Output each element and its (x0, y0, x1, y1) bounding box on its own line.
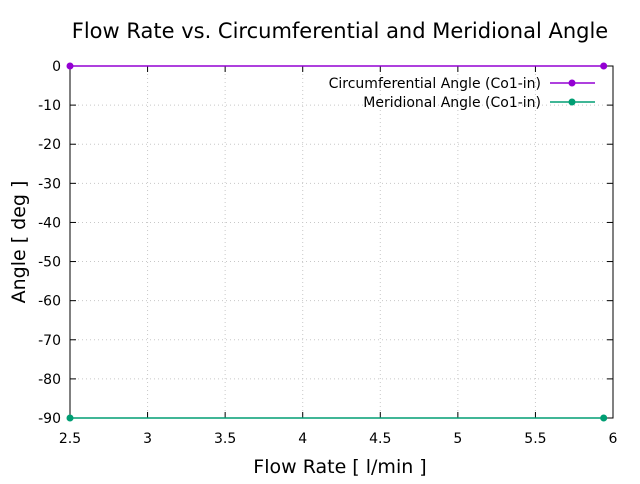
x-tick-label: 3.5 (214, 431, 236, 447)
x-tick-label: 2.5 (59, 431, 81, 447)
y-tick-label: -60 (38, 294, 61, 310)
x-axis-label: Flow Rate [ l/min ] (253, 456, 426, 478)
series (66, 62, 608, 422)
legend: Circumferential Angle (Co1-in) Meridional… (329, 76, 595, 111)
legend-marker (568, 98, 576, 106)
grid (70, 66, 613, 418)
y-tick-label: -30 (38, 176, 61, 192)
y-tick-label: -70 (38, 333, 61, 349)
ticks: 2.5 3 3.5 4 4.5 5 5.5 6 0 -10 -20 -30 -40 -50 -60 -70 -8… (38, 59, 617, 447)
y-tick-label: -80 (38, 372, 61, 388)
x-tick-label: 4 (298, 431, 307, 447)
y-tick-label: -40 (38, 215, 61, 231)
x-tick-label: 6 (609, 431, 618, 447)
y-axis-label: Angle [ deg ] (8, 181, 30, 304)
data-point (600, 62, 608, 70)
data-point (600, 414, 608, 422)
legend-label: Meridional Angle (Co1-in) (363, 95, 541, 111)
x-tick-label: 4.5 (369, 431, 391, 447)
y-tick-label: -10 (38, 98, 61, 114)
legend-label: Circumferential Angle (Co1-in) (329, 76, 541, 92)
y-tick-label: 0 (52, 59, 61, 75)
y-tick-label: -90 (38, 411, 61, 427)
x-tick-label: 3 (143, 431, 152, 447)
x-tick-label: 5.5 (524, 431, 546, 447)
chart-title: Flow Rate vs. Circumferential and Meridi… (72, 19, 608, 43)
data-point (66, 62, 74, 70)
y-tick-label: -50 (38, 255, 61, 271)
legend-marker (568, 79, 576, 87)
x-tick-label: 5 (453, 431, 462, 447)
plot-frame (69, 65, 614, 419)
data-point (66, 414, 74, 422)
y-tick-label: -20 (38, 137, 61, 153)
